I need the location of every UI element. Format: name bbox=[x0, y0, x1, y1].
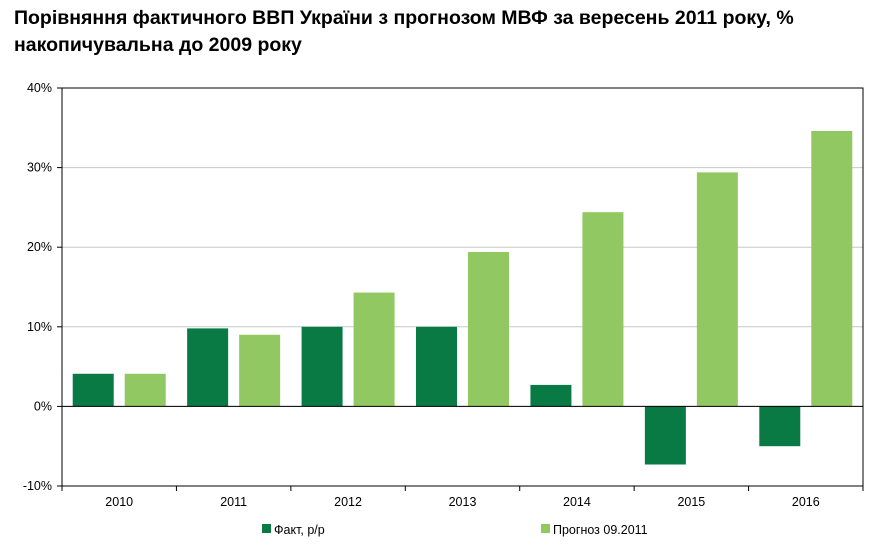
y-tick-label: -10% bbox=[23, 479, 52, 493]
x-tick-label: 2015 bbox=[677, 495, 705, 509]
bar-forecast-2014 bbox=[582, 212, 624, 407]
bar-forecast-2013 bbox=[468, 251, 509, 407]
bars bbox=[72, 130, 853, 465]
bar-forecast-2015 bbox=[696, 172, 738, 407]
x-tick-label: 2013 bbox=[449, 495, 477, 509]
x-axis-ticks: 2010 2011 2012 2013 2014 2015 2016 bbox=[61, 486, 864, 509]
y-tick-label: 10% bbox=[27, 320, 52, 334]
y-tick-label: 40% bbox=[27, 81, 52, 95]
x-tick-label: 2011 bbox=[220, 495, 247, 509]
y-axis-ticks: -10% 0% 10% 20% 30% 40% bbox=[23, 81, 62, 493]
chart-title: Порівняння фактичного ВВП України з прог… bbox=[14, 7, 794, 56]
legend-label: Прогноз 09.2011 bbox=[553, 523, 648, 537]
bar-forecast-2010 bbox=[124, 373, 166, 407]
x-tick-label: 2016 bbox=[792, 495, 820, 509]
y-tick-label: 20% bbox=[27, 240, 52, 254]
bar-forecast-2012 bbox=[353, 292, 395, 407]
legend-swatch bbox=[262, 524, 271, 533]
y-tick-label: 0% bbox=[34, 399, 52, 413]
y-tick-label: 30% bbox=[27, 161, 52, 175]
bar-fact-2015 bbox=[644, 406, 686, 465]
bar-forecast-2016 bbox=[811, 130, 853, 407]
legend-swatch bbox=[541, 524, 550, 533]
bar-fact-2011 bbox=[187, 328, 229, 407]
x-tick-label: 2010 bbox=[105, 495, 133, 509]
legend: Факт, р/р Прогноз 09.2011 bbox=[262, 523, 648, 537]
plot-area-border bbox=[61, 87, 864, 487]
bar-forecast-2011 bbox=[239, 334, 281, 407]
gridlines bbox=[62, 87, 863, 487]
bar-fact-2010 bbox=[72, 373, 114, 407]
bar-fact-2013 bbox=[416, 326, 457, 407]
legend-label: Факт, р/р bbox=[274, 523, 325, 537]
axes bbox=[61, 87, 864, 487]
bar-fact-2016 bbox=[759, 406, 801, 447]
x-tick-label: 2012 bbox=[334, 495, 362, 509]
x-tick-label: 2014 bbox=[563, 495, 591, 509]
bar-fact-2012 bbox=[301, 326, 343, 407]
bar-fact-2014 bbox=[530, 384, 572, 407]
